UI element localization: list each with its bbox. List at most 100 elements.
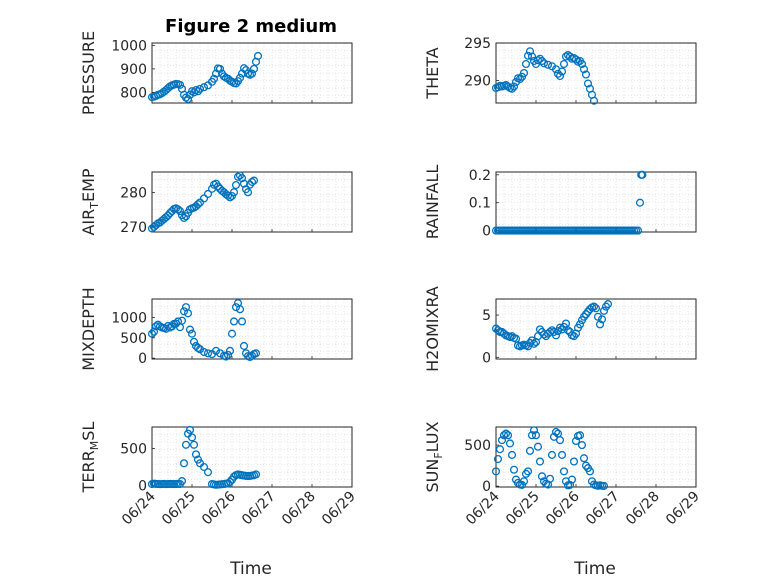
- data-point: [247, 177, 257, 186]
- data-point: [581, 70, 591, 79]
- data-point: [185, 325, 195, 334]
- y-tick-label: 0: [482, 224, 491, 240]
- data-point: [503, 431, 513, 440]
- data-point: [223, 350, 233, 359]
- y-tick-label: 0: [482, 350, 491, 366]
- data-point: [175, 80, 185, 89]
- data-point: [633, 226, 643, 235]
- subplot-theta: 290 295 THETA: [423, 36, 697, 105]
- data-point: [515, 74, 525, 84]
- data-point: [227, 329, 237, 338]
- x-axis-label-left: Time: [229, 559, 272, 579]
- data-point: [187, 329, 197, 338]
- data-point: [575, 431, 585, 440]
- data-point: [195, 198, 205, 207]
- data-point: [555, 71, 565, 81]
- data-point: [253, 51, 263, 60]
- data-point: [237, 174, 247, 183]
- y-tick-label: 500: [120, 441, 147, 457]
- data-point: [585, 467, 595, 476]
- axes-box: [151, 171, 353, 233]
- data-point: [557, 67, 567, 76]
- data-point: [521, 469, 531, 478]
- data-point: [225, 477, 235, 486]
- data-point: [589, 302, 599, 311]
- y-axis-label: RAINFALL: [423, 165, 442, 240]
- y-tick-label: 500: [464, 438, 491, 454]
- y-tick-label: 0: [482, 479, 491, 495]
- data-point: [213, 182, 223, 191]
- y-axis-label: MIXDEPTH: [79, 287, 98, 370]
- y-tick-label: 0.1: [469, 196, 491, 212]
- y-axis-label: H2OMIXRA: [423, 286, 442, 372]
- data-point: [533, 442, 543, 451]
- data-point: [161, 213, 171, 222]
- y-axis-label: TERRMSL: [79, 422, 101, 494]
- figure-title: Figure 2 medium: [165, 16, 337, 37]
- y-tick-label: 295: [464, 36, 491, 52]
- data-point: [237, 317, 247, 326]
- data-point: [555, 436, 565, 445]
- y-tick-label: 280: [120, 186, 147, 202]
- data-point: [593, 312, 603, 321]
- y-tick-label: 800: [120, 85, 147, 101]
- data-point: [493, 326, 503, 335]
- data-point: [225, 193, 235, 202]
- data-point: [239, 179, 249, 188]
- data-point: [195, 84, 205, 93]
- x-axis-label-right: Time: [573, 559, 616, 579]
- data-point: [501, 429, 511, 438]
- data-point: [219, 72, 229, 81]
- y-tick-label: 290: [464, 74, 491, 90]
- data-point: [559, 467, 569, 476]
- data-point: [529, 426, 539, 435]
- data-point: [179, 459, 189, 468]
- subplot-rainfall: 0 0.1 0.2 RAINFALL: [423, 165, 697, 240]
- data-point: [527, 52, 537, 61]
- data-point: [525, 446, 535, 455]
- data-point: [189, 337, 199, 346]
- data-point: [575, 320, 585, 329]
- data-point: [231, 303, 241, 312]
- data-point: [493, 455, 503, 464]
- data-point: [199, 348, 209, 357]
- data-point: [638, 170, 647, 179]
- subplot-h2omixra: 0 5 H2OMIXRA: [423, 286, 697, 372]
- data-point: [597, 315, 607, 324]
- data-point: [223, 191, 233, 200]
- data-point: [215, 349, 225, 358]
- data-point: [539, 59, 549, 68]
- data-point: [635, 198, 645, 207]
- data-point: [231, 79, 241, 88]
- y-tick-label: 500: [120, 331, 147, 347]
- y-axis-label: SUNFLUX: [423, 421, 445, 492]
- y-tick-label: 5: [482, 308, 491, 324]
- data-point: [235, 305, 245, 314]
- data-point: [579, 454, 589, 463]
- data-point: [545, 474, 555, 483]
- data-point: [557, 450, 567, 459]
- data-point: [589, 96, 599, 105]
- data-point: [567, 475, 577, 484]
- data-point: [537, 472, 547, 481]
- data-point: [191, 450, 201, 459]
- data-point: [233, 172, 243, 181]
- data-point: [535, 54, 545, 63]
- data-point: [527, 431, 537, 440]
- y-axis-label: THETA: [423, 47, 442, 99]
- data-point: [199, 83, 209, 92]
- data-point: [203, 468, 213, 477]
- data-point: [247, 69, 257, 78]
- data-point: [247, 351, 257, 360]
- y-tick-label: 900: [120, 62, 147, 78]
- data-point: [519, 477, 529, 486]
- data-point: [505, 439, 515, 448]
- data-point: [555, 323, 565, 332]
- data-point: [503, 82, 513, 91]
- data-point: [523, 467, 533, 476]
- data-point: [235, 73, 245, 82]
- data-point: [491, 467, 501, 476]
- data-point: [215, 64, 225, 73]
- data-point: [509, 82, 519, 91]
